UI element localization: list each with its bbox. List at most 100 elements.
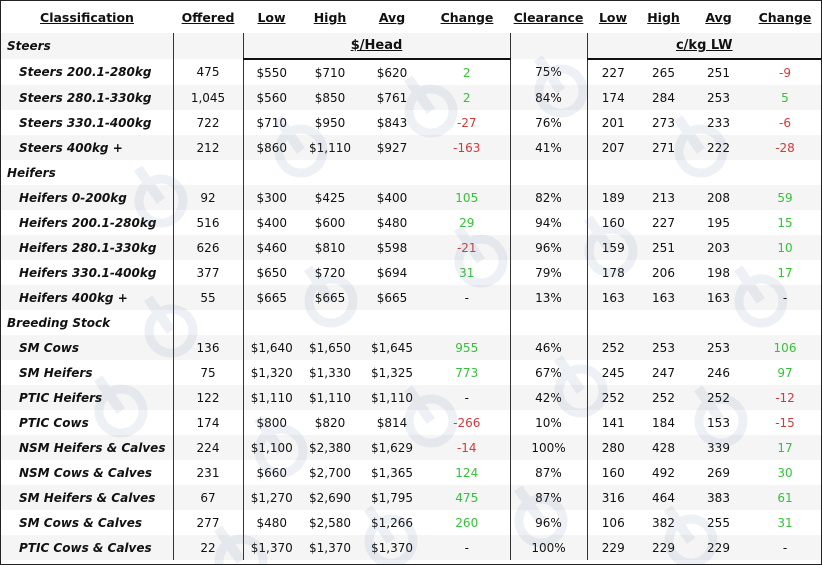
change-lw-cell: 59 [749, 185, 821, 210]
clearance-cell: 76% [509, 110, 588, 135]
high-cell: $1,650 [300, 335, 360, 360]
col-avg-lw: Avg [705, 9, 732, 25]
avg-cell: $1,795 [360, 485, 424, 510]
offered-cell: 22 [172, 535, 244, 560]
offered-cell: 475 [172, 59, 244, 85]
high-lw-cell: 284 [639, 85, 688, 110]
low-cell: $480 [256, 515, 288, 530]
classification-cell: SM Heifers [19, 365, 93, 380]
avg-lw-cell: 198 [707, 265, 730, 280]
change-lw-cell: 17 [777, 265, 793, 280]
high-lw-cell: 253 [639, 335, 688, 360]
classification-cell: Steers 400kg + [1, 135, 173, 160]
clearance-cell: 67% [509, 360, 588, 385]
low-cell: $1,100 [243, 435, 300, 460]
classification-cell: Heifers 280.1-330kg [1, 235, 173, 260]
empty-cell [360, 310, 424, 335]
classification-cell: Heifers 400kg + [1, 285, 173, 310]
avg-cell: $1,110 [360, 385, 424, 410]
empty-cell [243, 160, 300, 185]
high-lw-cell: 492 [652, 465, 675, 480]
table-row: Steers 330.1-400kg 722 $710 $950 $843 -27 76% 2… [1, 110, 821, 135]
change-cell: -14 [424, 435, 510, 460]
unit-lw-label: c/kg LW [587, 33, 821, 60]
col-low: Low [257, 9, 286, 25]
classification-cell: Steers 330.1-400kg [19, 115, 152, 130]
offered-cell: 516 [172, 210, 244, 235]
empty-cell [749, 160, 821, 185]
change-lw-cell: 15 [777, 215, 793, 230]
low-cell: $550 [256, 65, 288, 80]
high-lw-cell: 227 [652, 215, 675, 230]
col-change-lw: Change [758, 9, 812, 25]
change-cell: -27 [456, 115, 477, 130]
low-cell: $300 [243, 185, 300, 210]
change-lw-cell: 17 [749, 435, 821, 460]
low-cell: $1,370 [243, 535, 300, 560]
avg-cell: $1,645 [360, 335, 424, 360]
clearance-cell: 87% [509, 460, 588, 485]
classification-cell: Steers 280.1-330kg [1, 85, 173, 110]
classification-cell: SM Heifers & Calves [1, 485, 173, 510]
avg-lw-cell: 203 [688, 235, 749, 260]
offered-cell: 231 [172, 460, 244, 485]
high-cell: $1,370 [300, 535, 360, 560]
avg-cell: $665 [360, 285, 424, 310]
empty-cell [749, 310, 821, 335]
classification-cell: Heifers 200.1-280kg [19, 215, 157, 230]
table-row: NSM Heifers & Calves 224 $1,100 $2,380 $1,62… [1, 435, 821, 460]
avg-lw-cell: 246 [707, 365, 730, 380]
empty-cell [172, 310, 244, 335]
low-cell: $1,110 [243, 385, 300, 410]
low-lw-cell: 159 [587, 235, 639, 260]
col-high: High [313, 9, 347, 25]
low-cell: $1,640 [243, 335, 300, 360]
low-lw-cell: 174 [587, 85, 639, 110]
clearance-cell: 96% [509, 235, 588, 260]
avg-cell: $400 [360, 185, 424, 210]
low-cell: $710 [256, 115, 288, 130]
empty-cell [509, 310, 588, 335]
low-cell: $860 [243, 135, 300, 160]
offered-cell: 277 [172, 510, 244, 535]
offered-cell: 75 [172, 360, 244, 385]
high-cell: $1,110 [300, 135, 360, 160]
avg-lw-cell: 383 [688, 485, 749, 510]
col-classification: Classification [40, 9, 134, 25]
empty-cell [509, 33, 588, 59]
clearance-cell: 84% [509, 85, 588, 110]
low-lw-cell: 252 [587, 385, 639, 410]
change-lw-cell: -28 [749, 135, 821, 160]
offered-cell: 722 [172, 110, 244, 135]
avg-cell: $1,266 [371, 515, 413, 530]
classification-cell: Heifers 0-200kg [1, 185, 173, 210]
classification-cell: PTIC Cows & Calves [1, 535, 173, 560]
section-title: Breeding Stock [7, 315, 111, 330]
low-cell: $560 [243, 85, 300, 110]
table-row: PTIC Cows 174 $800 $820 $814 -266 10% 141 184 153… [1, 410, 821, 435]
table-row: Heifers 330.1-400kg 377 $650 $720 $694 31 79% 1… [1, 260, 821, 285]
low-lw-cell: 229 [587, 535, 639, 560]
table-row: PTIC Cows & Calves 22 $1,370 $1,370 $1,370-1… [1, 535, 821, 560]
avg-cell: $814 [376, 415, 408, 430]
high-cell: $2,690 [300, 485, 360, 510]
avg-lw-cell: 233 [707, 115, 730, 130]
high-lw-cell: 184 [652, 415, 675, 430]
change-lw-cell: -9 [779, 65, 791, 80]
avg-lw-cell: 269 [707, 465, 730, 480]
table-row: Heifers 0-200kg 92 $300 $425 $400 105 82% 189 21… [1, 185, 821, 210]
clearance-cell: 41% [509, 135, 588, 160]
classification-cell: Steers 200.1-280kg [19, 65, 152, 79]
avg-lw-cell: 252 [688, 385, 749, 410]
clearance-cell: 82% [509, 185, 588, 210]
avg-lw-cell: 253 [688, 335, 749, 360]
classification-cell: NSM Cows & Calves [19, 465, 153, 480]
high-lw-cell: 252 [639, 385, 688, 410]
change-lw-cell: 106 [749, 335, 821, 360]
low-cell: $665 [243, 285, 300, 310]
empty-cell [424, 310, 510, 335]
empty-cell [639, 310, 688, 335]
high-cell: $600 [314, 215, 346, 230]
avg-cell: $843 [376, 115, 408, 130]
high-lw-cell: 271 [639, 135, 688, 160]
